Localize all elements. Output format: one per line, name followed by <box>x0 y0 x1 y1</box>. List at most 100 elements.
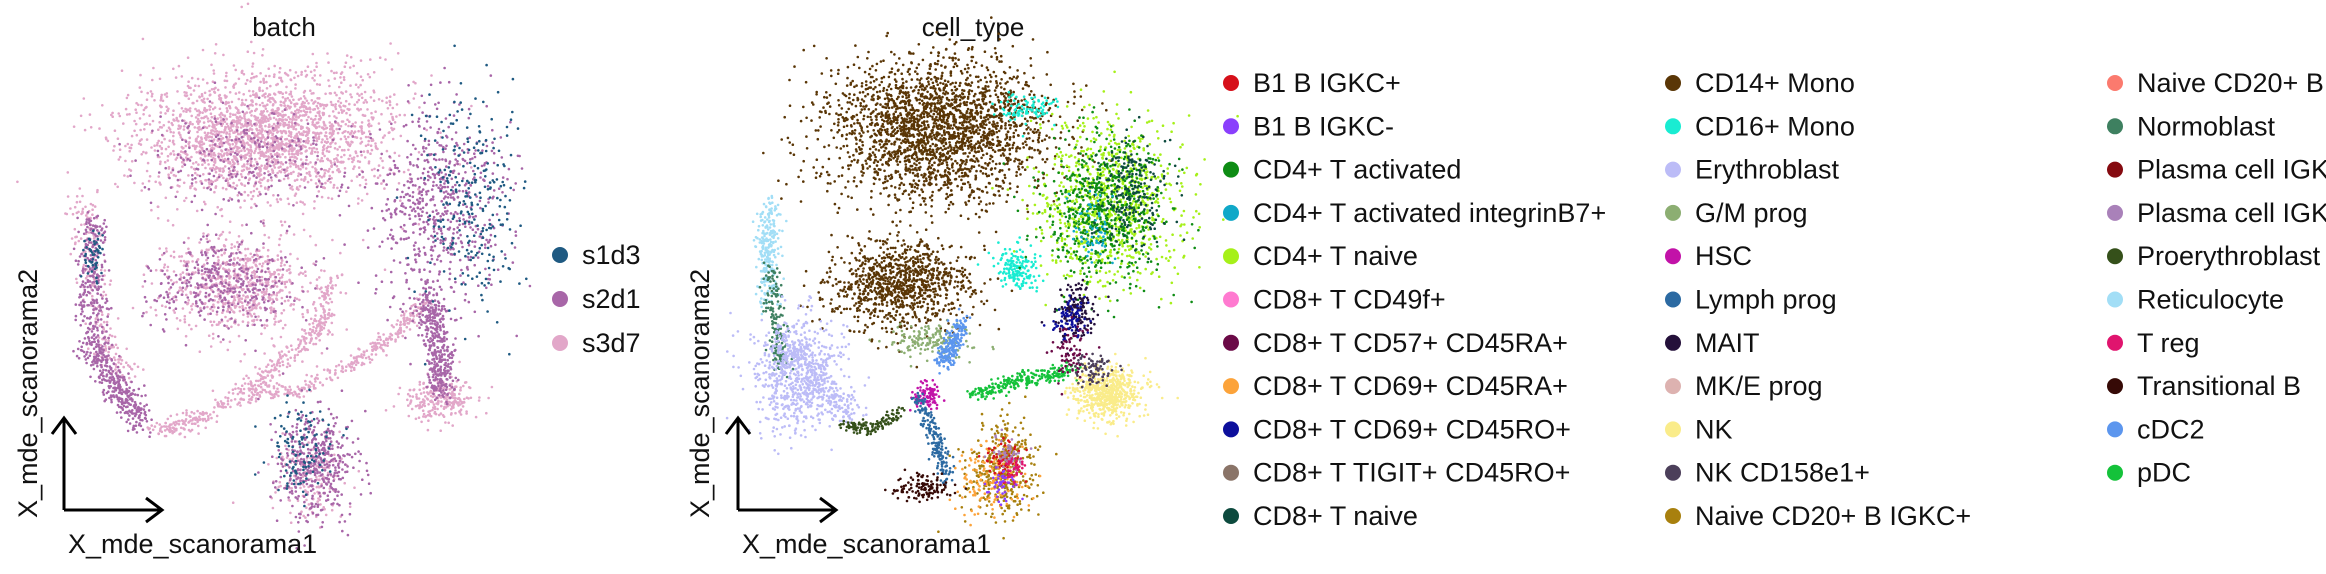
point <box>426 428 430 432</box>
point <box>135 101 138 105</box>
point <box>147 179 151 183</box>
point <box>318 339 322 342</box>
point <box>171 139 175 143</box>
point <box>261 48 265 51</box>
point <box>190 114 193 118</box>
point <box>266 95 270 98</box>
point <box>165 129 169 133</box>
point <box>246 276 249 280</box>
point <box>246 295 249 298</box>
point <box>172 149 175 153</box>
point <box>247 281 250 284</box>
point <box>223 289 226 292</box>
point <box>254 117 258 121</box>
point <box>339 137 343 141</box>
point <box>197 128 201 131</box>
point <box>330 161 333 165</box>
point <box>241 169 244 173</box>
point <box>392 405 396 408</box>
point <box>427 419 430 423</box>
point <box>194 188 198 191</box>
point <box>178 278 181 281</box>
point <box>311 76 314 80</box>
point <box>226 292 230 296</box>
point <box>107 339 110 343</box>
point <box>304 75 308 78</box>
point <box>231 175 234 179</box>
point <box>289 252 292 256</box>
point <box>224 298 227 302</box>
point <box>369 342 372 346</box>
point <box>160 152 164 155</box>
point <box>294 165 298 169</box>
point <box>280 261 283 265</box>
point <box>205 237 209 241</box>
point <box>261 94 264 98</box>
point <box>176 208 179 211</box>
point <box>133 362 136 366</box>
point <box>357 98 361 102</box>
point <box>353 165 356 168</box>
point <box>399 329 403 332</box>
point <box>198 174 202 178</box>
point <box>328 308 331 312</box>
point <box>368 75 372 79</box>
point <box>250 274 253 278</box>
point <box>184 140 188 143</box>
point <box>345 190 348 193</box>
point <box>169 414 173 418</box>
point <box>311 52 315 56</box>
point <box>217 267 220 271</box>
point <box>126 93 130 97</box>
point <box>275 382 279 385</box>
point <box>229 172 233 176</box>
point <box>178 185 181 188</box>
point <box>225 107 229 110</box>
point <box>238 390 242 394</box>
point <box>348 364 352 368</box>
point <box>278 480 282 484</box>
point <box>267 150 270 153</box>
point <box>258 145 261 149</box>
point <box>264 74 268 78</box>
point <box>345 365 348 369</box>
point <box>283 392 286 396</box>
point <box>282 124 286 128</box>
point <box>221 291 225 295</box>
point <box>197 432 200 435</box>
point <box>419 392 423 395</box>
point <box>128 149 131 153</box>
point <box>330 197 334 200</box>
point <box>268 123 271 126</box>
point <box>321 138 324 141</box>
point <box>171 426 175 430</box>
point <box>159 160 162 163</box>
point <box>303 101 307 105</box>
point <box>289 304 292 307</box>
point <box>281 118 285 122</box>
point <box>285 354 288 357</box>
point <box>319 185 323 188</box>
point <box>264 369 267 373</box>
point <box>213 261 216 265</box>
point <box>172 67 175 71</box>
point <box>273 392 277 396</box>
point <box>232 262 235 265</box>
point <box>122 122 125 125</box>
point <box>273 92 276 95</box>
point <box>281 142 285 146</box>
point <box>339 76 342 79</box>
point <box>296 151 300 155</box>
point <box>234 187 237 190</box>
point <box>167 281 170 285</box>
point <box>285 118 289 122</box>
point <box>414 147 417 151</box>
point <box>217 249 221 253</box>
point <box>124 159 127 163</box>
point <box>341 367 344 370</box>
point <box>377 332 380 335</box>
point <box>216 88 220 92</box>
point <box>291 457 295 461</box>
point <box>259 178 262 181</box>
point <box>216 166 219 170</box>
